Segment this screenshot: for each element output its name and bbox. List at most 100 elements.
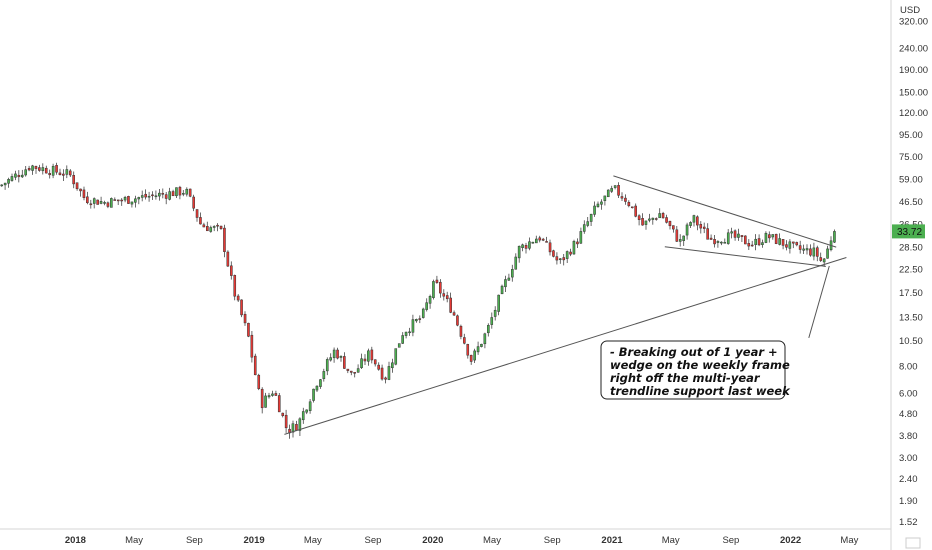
candle bbox=[747, 239, 751, 250]
candle-body-up bbox=[408, 331, 411, 334]
candle-body-down bbox=[346, 368, 350, 371]
candle bbox=[401, 332, 404, 344]
candle-body-down bbox=[747, 243, 751, 247]
candle bbox=[178, 185, 182, 200]
candle bbox=[116, 199, 120, 205]
candle bbox=[387, 361, 391, 381]
candle bbox=[781, 239, 785, 250]
candle bbox=[617, 182, 620, 198]
candle-body-up bbox=[0, 184, 4, 187]
candle-body-up bbox=[103, 202, 106, 204]
candle bbox=[641, 213, 644, 226]
candle bbox=[593, 201, 596, 217]
candle-body-down bbox=[274, 393, 278, 396]
candle bbox=[661, 211, 665, 219]
candle bbox=[538, 235, 542, 243]
candle-body-up bbox=[312, 388, 315, 401]
candle bbox=[637, 214, 641, 226]
candle bbox=[514, 253, 518, 270]
candle bbox=[106, 201, 110, 209]
candle bbox=[476, 341, 480, 355]
candle bbox=[415, 318, 418, 323]
candle bbox=[833, 229, 836, 243]
candle bbox=[65, 165, 69, 179]
candle bbox=[764, 231, 768, 244]
candle-body-down bbox=[120, 199, 123, 202]
time-axis[interactable]: 2018 May Sep 2019 May Sep 2020 May Sep 2021 May Sep… bbox=[0, 528, 891, 546]
candle bbox=[110, 197, 113, 208]
candle-body-up bbox=[558, 258, 562, 260]
date-tick-label: 2019 bbox=[244, 535, 265, 546]
candle bbox=[120, 198, 123, 206]
candle-body-up bbox=[754, 238, 757, 245]
candle bbox=[816, 245, 819, 262]
candle bbox=[305, 409, 308, 415]
candle bbox=[757, 234, 761, 247]
candle-body-down bbox=[223, 227, 226, 252]
candle bbox=[48, 169, 51, 179]
candle bbox=[123, 195, 127, 203]
candle bbox=[795, 241, 799, 247]
candle-body-up bbox=[658, 213, 661, 219]
candle-body-down bbox=[661, 213, 665, 219]
price-tick-label: 1.52 bbox=[899, 517, 918, 528]
candle bbox=[504, 275, 507, 292]
date-tick-label: Sep bbox=[365, 535, 382, 546]
trendline[interactable] bbox=[284, 257, 847, 435]
trendline[interactable] bbox=[613, 175, 837, 248]
candle bbox=[569, 248, 572, 257]
candle bbox=[188, 188, 192, 198]
price-axis[interactable]: 320.00 240.00 190.00 150.00 120.00 95.00 75.00… bbox=[890, 0, 928, 550]
candle-body-down bbox=[672, 225, 675, 230]
candle bbox=[62, 169, 65, 181]
candle bbox=[726, 229, 730, 245]
candle bbox=[250, 331, 254, 363]
candle-body-up bbox=[20, 174, 24, 178]
candle bbox=[277, 393, 281, 413]
candle bbox=[658, 208, 661, 219]
candle-body-up bbox=[586, 221, 590, 226]
candle bbox=[555, 252, 559, 265]
candle-body-up bbox=[99, 201, 103, 204]
candle-body-down bbox=[809, 248, 812, 256]
candle bbox=[682, 235, 685, 246]
candle bbox=[507, 273, 511, 281]
candle-body-up bbox=[678, 239, 682, 242]
candle-body-up bbox=[130, 201, 134, 205]
candle-body-up bbox=[182, 193, 185, 195]
candle-body-down bbox=[72, 175, 75, 185]
candle-body-down bbox=[44, 167, 48, 174]
candle bbox=[233, 274, 237, 301]
candle bbox=[38, 164, 41, 172]
candle bbox=[134, 195, 137, 208]
candle-body-up bbox=[264, 395, 267, 408]
callout-box bbox=[600, 340, 786, 400]
annotation-callout: - Breaking out of 1 year + wedge on the … bbox=[600, 340, 791, 400]
settings-corner[interactable] bbox=[905, 537, 921, 549]
settings-corner-icon[interactable] bbox=[905, 537, 921, 549]
candle-body-down bbox=[795, 242, 799, 246]
candle-body-down bbox=[373, 359, 377, 365]
trendline[interactable] bbox=[664, 246, 826, 267]
candle bbox=[377, 362, 380, 371]
candle bbox=[7, 177, 10, 188]
trendline[interactable] bbox=[808, 265, 830, 339]
candle bbox=[548, 239, 552, 256]
candle bbox=[744, 235, 747, 245]
candle-body-down bbox=[295, 424, 298, 431]
candle bbox=[579, 227, 583, 244]
candle-body-down bbox=[744, 235, 747, 245]
candle bbox=[92, 197, 96, 209]
candle-body-down bbox=[257, 374, 261, 389]
candle-body-up bbox=[517, 245, 521, 259]
candle bbox=[524, 242, 528, 254]
candle-body-down bbox=[219, 225, 223, 229]
candle bbox=[627, 200, 631, 208]
candle-body-down bbox=[569, 251, 572, 255]
candle-body-down bbox=[463, 337, 466, 344]
candle bbox=[322, 368, 326, 382]
price-tick-label: 4.80 bbox=[899, 409, 918, 420]
candle-body-up bbox=[137, 197, 141, 200]
candle bbox=[281, 412, 285, 418]
